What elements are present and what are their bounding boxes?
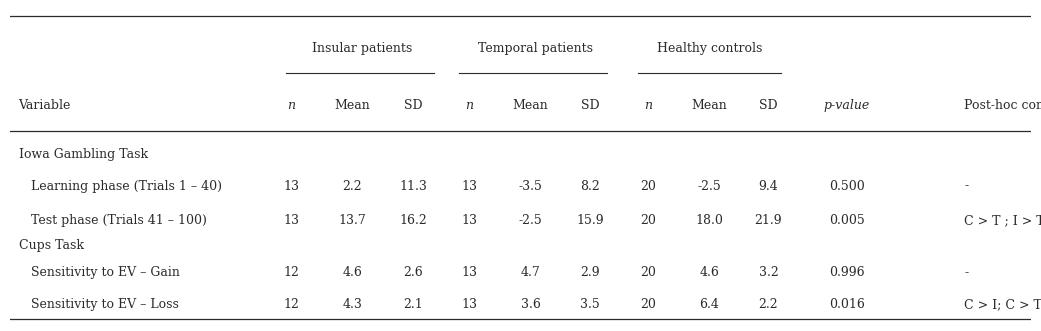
- Text: 20: 20: [640, 266, 656, 279]
- Text: 13: 13: [283, 180, 299, 193]
- Text: 15.9: 15.9: [576, 214, 604, 227]
- Text: 0.005: 0.005: [829, 214, 865, 227]
- Text: -: -: [964, 180, 968, 193]
- Text: p-value: p-value: [823, 99, 870, 112]
- Text: 12: 12: [283, 266, 299, 279]
- Text: -3.5: -3.5: [518, 180, 542, 193]
- Text: Mean: Mean: [513, 99, 549, 112]
- Text: 2.2: 2.2: [759, 298, 779, 311]
- Text: 0.500: 0.500: [829, 180, 865, 193]
- Text: 2.2: 2.2: [342, 180, 362, 193]
- Text: 2.1: 2.1: [404, 298, 424, 311]
- Text: 3.5: 3.5: [580, 298, 600, 311]
- Text: Mean: Mean: [334, 99, 370, 112]
- Text: -: -: [964, 266, 968, 279]
- Text: C > I; C > T: C > I; C > T: [964, 298, 1041, 311]
- Text: C > T ; I > T: C > T ; I > T: [964, 214, 1041, 227]
- Text: Test phase (Trials 41 – 100): Test phase (Trials 41 – 100): [19, 214, 206, 227]
- Text: 4.3: 4.3: [342, 298, 362, 311]
- Text: Insular patients: Insular patients: [312, 42, 412, 55]
- Text: SD: SD: [404, 99, 423, 112]
- Text: 13: 13: [461, 180, 478, 193]
- Text: 3.2: 3.2: [759, 266, 779, 279]
- Text: 12: 12: [283, 298, 299, 311]
- Text: Sensitivity to EV – Gain: Sensitivity to EV – Gain: [19, 266, 179, 279]
- Text: 20: 20: [640, 180, 656, 193]
- Text: 18.0: 18.0: [695, 214, 723, 227]
- Text: Cups Task: Cups Task: [19, 239, 83, 252]
- Text: 8.2: 8.2: [580, 180, 600, 193]
- Text: 4.6: 4.6: [342, 266, 362, 279]
- Text: n: n: [465, 99, 474, 112]
- Text: 20: 20: [640, 214, 656, 227]
- Text: 13: 13: [461, 298, 478, 311]
- Text: 2.6: 2.6: [404, 266, 424, 279]
- Text: 11.3: 11.3: [400, 180, 427, 193]
- Text: Sensitivity to EV – Loss: Sensitivity to EV – Loss: [19, 298, 178, 311]
- Text: Variable: Variable: [19, 99, 71, 112]
- Text: 13: 13: [461, 214, 478, 227]
- Text: Learning phase (Trials 1 – 40): Learning phase (Trials 1 – 40): [19, 180, 222, 193]
- Text: 0.996: 0.996: [829, 266, 865, 279]
- Text: Post-hoc comparisons: Post-hoc comparisons: [964, 99, 1041, 112]
- Text: 13.7: 13.7: [338, 214, 366, 227]
- Text: 20: 20: [640, 298, 656, 311]
- Text: Healthy controls: Healthy controls: [657, 42, 762, 55]
- Text: 4.7: 4.7: [520, 266, 540, 279]
- Text: 2.9: 2.9: [580, 266, 600, 279]
- Text: Temporal patients: Temporal patients: [478, 42, 593, 55]
- Text: Iowa Gambling Task: Iowa Gambling Task: [19, 148, 148, 161]
- Text: SD: SD: [759, 99, 778, 112]
- Text: 4.6: 4.6: [700, 266, 719, 279]
- Text: 13: 13: [461, 266, 478, 279]
- Text: 16.2: 16.2: [400, 214, 427, 227]
- Text: 3.6: 3.6: [520, 298, 540, 311]
- Text: 21.9: 21.9: [755, 214, 782, 227]
- Text: -2.5: -2.5: [518, 214, 542, 227]
- Text: 6.4: 6.4: [700, 298, 719, 311]
- Text: SD: SD: [581, 99, 600, 112]
- Text: 0.016: 0.016: [829, 298, 865, 311]
- Text: n: n: [644, 99, 652, 112]
- Text: 13: 13: [283, 214, 299, 227]
- Text: 9.4: 9.4: [759, 180, 779, 193]
- Text: Mean: Mean: [691, 99, 727, 112]
- Text: n: n: [287, 99, 295, 112]
- Text: -2.5: -2.5: [697, 180, 721, 193]
